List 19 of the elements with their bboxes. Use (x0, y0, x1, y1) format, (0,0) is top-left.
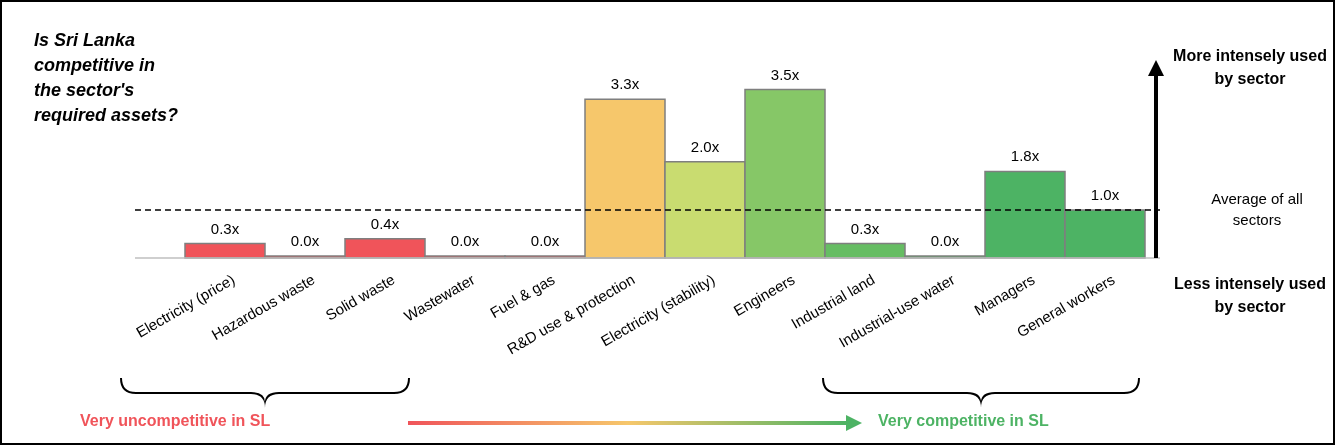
data-label: 2.0x (690, 137, 720, 155)
text: Very competitive in SL (878, 412, 1049, 430)
data-label: 0.3x (850, 219, 880, 237)
data-label: 0.0x (290, 232, 320, 249)
data-label: 1.8x (1010, 147, 1040, 165)
text: Less intensely used by sector (1172, 274, 1328, 317)
data-label: 0.3x (210, 219, 240, 237)
text: More intensely used by sector (1172, 46, 1328, 89)
data-label: 3.3x (610, 75, 640, 93)
ref-line-label: Average of all sectors (1210, 188, 1304, 230)
chart-title: Is Sri Lanka competitive in the sector's required assets? (34, 29, 180, 127)
data-label: 0.4x (370, 214, 400, 232)
data-label: 0.0x (930, 232, 960, 249)
data-label: 0.0x (450, 232, 480, 249)
data-label: 3.5x (770, 65, 800, 83)
x-tick-label: Solid waste (322, 270, 398, 324)
text: Very uncompetitive in SL (80, 412, 271, 430)
data-label: 0.0x (530, 232, 560, 249)
data-label: 1.0x (1090, 185, 1120, 203)
